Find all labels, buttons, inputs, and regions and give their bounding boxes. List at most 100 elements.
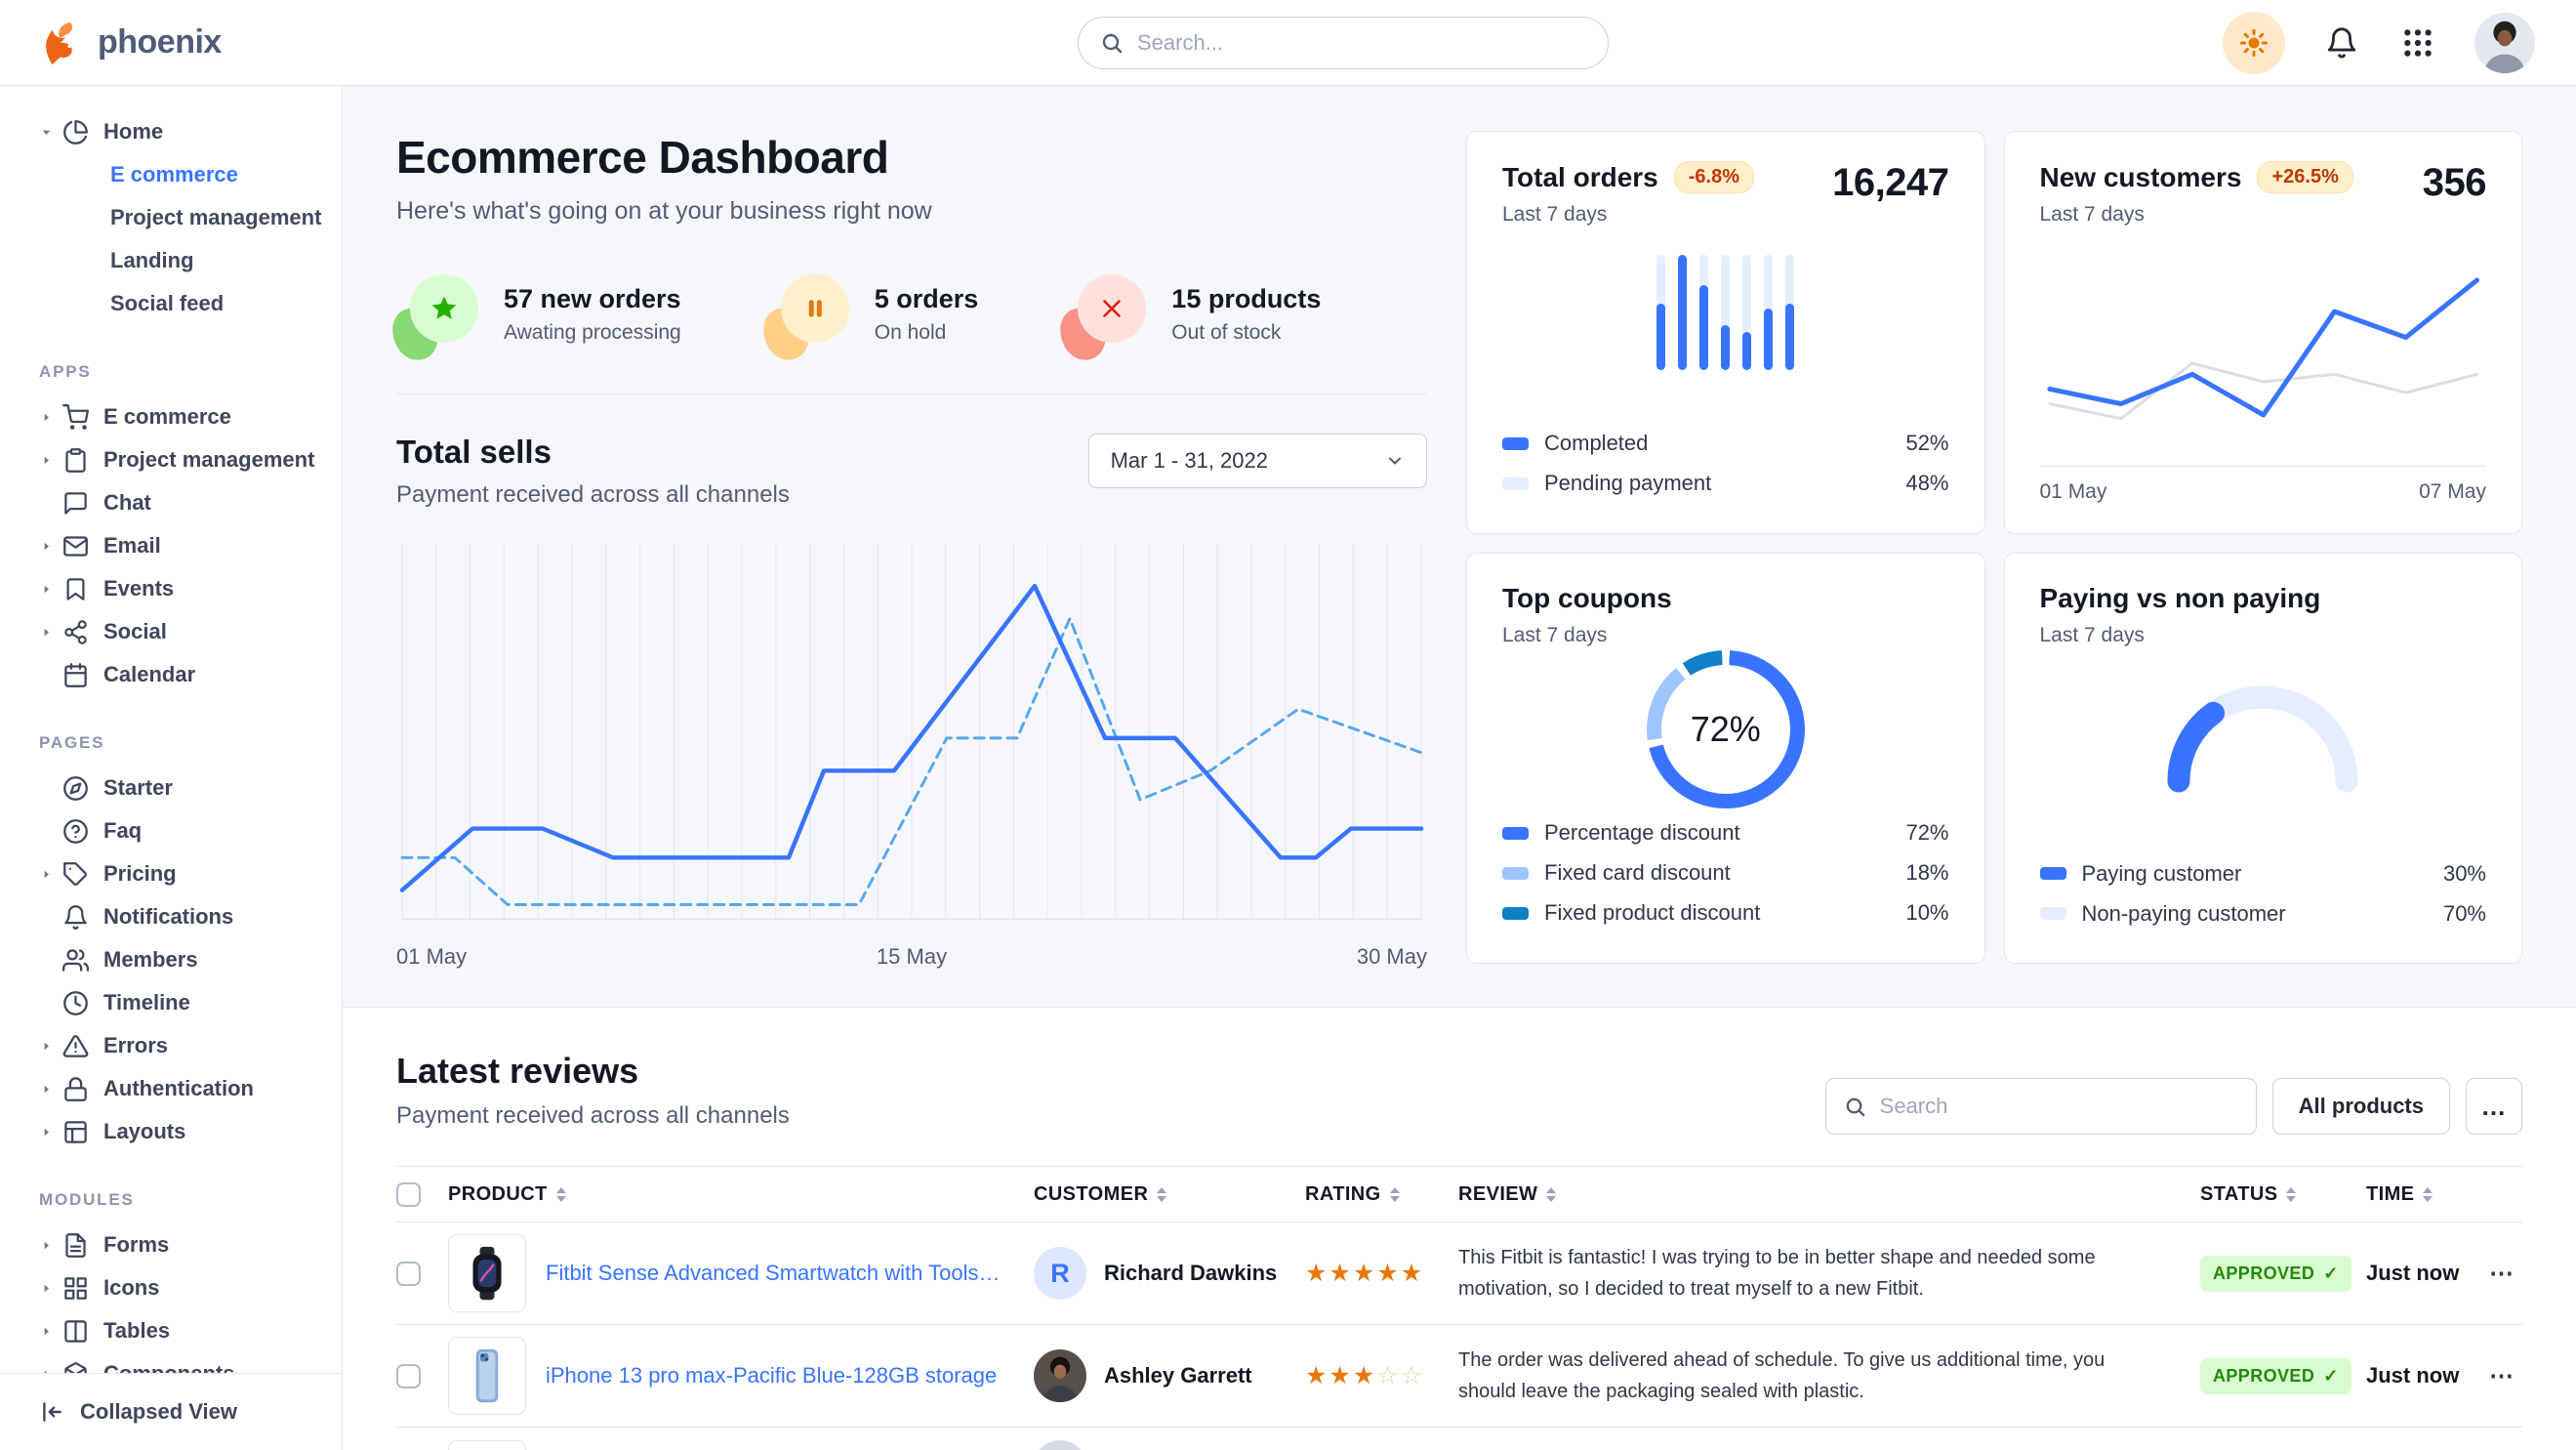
sidebar-subitem-e-commerce[interactable]: E commerce [110, 162, 238, 186]
star-filled-icon: ★ [1376, 1260, 1401, 1287]
row-checkbox[interactable] [396, 1261, 421, 1286]
date-range-select[interactable]: Mar 1 - 31, 2022 [1087, 434, 1427, 488]
sidebar-item-e-commerce[interactable]: E commerce [39, 395, 326, 438]
sidebar-item-label: Errors [103, 1033, 169, 1057]
legend-value: 10% [1905, 900, 1949, 926]
sort-icon[interactable] [1546, 1186, 1557, 1202]
sidebar-item-layouts[interactable]: Layouts [39, 1110, 326, 1153]
sidebar-subitem-project-management[interactable]: Project management [110, 205, 322, 229]
legend-row-percentage-discount: Percentage discount 72% [1502, 813, 1949, 853]
sort-icon[interactable] [1157, 1186, 1167, 1202]
column-header-status[interactable]: STATUS [2200, 1183, 2366, 1206]
x-axis-label: 01 May [2039, 480, 2107, 503]
legend-row-fixed-card-discount: Fixed card discount 18% [1502, 853, 1949, 893]
column-header-product[interactable]: PRODUCT [448, 1183, 1034, 1206]
sidebar-item-timeline[interactable]: Timeline [39, 981, 326, 1024]
sidebar-item-pricing[interactable]: Pricing [39, 852, 326, 895]
caret-right-icon [39, 1280, 62, 1296]
sidebar-item-starter[interactable]: Starter [39, 766, 326, 809]
star-filled-icon: ★ [1352, 1362, 1377, 1389]
navbar-search[interactable] [1078, 17, 1609, 69]
column-header-rating[interactable]: RATING [1305, 1183, 1458, 1206]
navbar-search-input[interactable] [1137, 30, 1586, 56]
sort-icon[interactable] [1389, 1186, 1400, 1202]
sidebar-item-tables[interactable]: Tables [39, 1309, 326, 1352]
sidebar-item-label: Members [103, 947, 198, 972]
sidebar-section-label-modules: MODULES [39, 1190, 135, 1209]
sidebar-item-social[interactable]: Social [39, 610, 326, 653]
product-link[interactable]: iPhone 13 pro max-Pacific Blue-128GB sto… [546, 1363, 998, 1388]
total-orders-card: Total orders -6.8% Last 7 days 16,247 Co… [1466, 131, 1985, 534]
row-more-button[interactable]: ⋯ [2489, 1362, 2514, 1389]
sidebar-item-home[interactable]: Home [39, 110, 326, 153]
sort-icon[interactable] [2423, 1186, 2433, 1202]
sidebar-item-forms[interactable]: Forms [39, 1223, 326, 1266]
sidebar-item-icons[interactable]: Icons [39, 1266, 326, 1309]
sidebar-item-events[interactable]: Events [39, 567, 326, 610]
row-checkbox[interactable] [396, 1363, 421, 1388]
sidebar-item-members[interactable]: Members [39, 938, 326, 981]
sidebar-item-calendar[interactable]: Calendar [39, 653, 326, 696]
notifications-button[interactable] [2322, 23, 2361, 62]
sidebar-subitem-social-feed[interactable]: Social feed [110, 291, 225, 315]
sidebar-subitem-landing[interactable]: Landing [110, 248, 194, 272]
theme-toggle-button[interactable] [2223, 11, 2285, 74]
compass-icon [62, 775, 89, 802]
bell-icon [62, 904, 89, 931]
select-all-checkbox[interactable] [396, 1181, 421, 1207]
legend-row-non-paying-customer: Non-paying customer 70% [2039, 893, 2486, 933]
sidebar-item-project-management[interactable]: Project management [39, 438, 326, 481]
sidebar-item-label: Tables [103, 1318, 171, 1343]
clock-icon [62, 990, 89, 1016]
sidebar-item-notifications[interactable]: Notifications [39, 895, 326, 938]
column-header-review[interactable]: REVIEW [1458, 1183, 2200, 1206]
total-orders-value: 16,247 [1832, 161, 1949, 204]
table-row-partial [396, 1428, 2522, 1450]
dashboard-section: Ecommerce Dashboard Here's what's going … [343, 87, 2576, 1007]
legend-swatch [2039, 867, 2066, 880]
caret-right-icon [39, 866, 62, 882]
collapse-view-button[interactable]: Collapsed View [39, 1399, 237, 1425]
sort-icon[interactable] [555, 1186, 566, 1202]
help-circle-icon [62, 818, 89, 845]
all-products-button[interactable]: All products [2271, 1078, 2450, 1135]
sidebar-item-email[interactable]: Email [39, 524, 326, 567]
order-bar [1785, 255, 1795, 371]
sidebar-item-components[interactable]: Components [39, 1352, 326, 1373]
row-more-button[interactable]: ⋯ [2489, 1260, 2514, 1287]
reviews-search-input[interactable] [1879, 1094, 2238, 1119]
total-orders-title: Total orders [1502, 161, 1658, 192]
product-link[interactable]: Fitbit Sense Advanced Smartwatch with To… [546, 1261, 1004, 1285]
star-filled-icon: ★ [1352, 1260, 1377, 1287]
sidebar-item-faq[interactable]: Faq [39, 809, 326, 852]
sort-icon[interactable] [2286, 1186, 2297, 1202]
apps-menu-button[interactable] [2398, 23, 2437, 62]
latest-reviews-section: Latest reviews Payment received across a… [343, 1007, 2576, 1450]
product-image-iphone [448, 1337, 526, 1415]
column-header-time[interactable]: TIME [2366, 1183, 2483, 1206]
stat-value: 5 orders [874, 284, 979, 313]
search-icon [1100, 31, 1124, 55]
sidebar-item-authentication[interactable]: Authentication [39, 1067, 326, 1110]
navbar-actions [2223, 11, 2535, 74]
review-text: This Fitbit is fantastic! I was trying t… [1458, 1247, 2096, 1300]
sidebar-item-chat[interactable]: Chat [39, 481, 326, 524]
new-customers-card: New customers +26.5% Last 7 days 356 01 … [2003, 131, 2522, 534]
x-icon [1055, 274, 1147, 365]
column-header-customer[interactable]: CUSTOMER [1034, 1183, 1305, 1206]
user-avatar[interactable] [2474, 12, 2535, 73]
brand-logo[interactable]: phoenix [41, 21, 222, 65]
reviews-more-button[interactable]: ... [2466, 1078, 2522, 1135]
total-orders-bar-chart [1656, 253, 1795, 371]
review-text: The order was delivered ahead of schedul… [1458, 1349, 2106, 1402]
bookmark-icon [62, 576, 89, 602]
legend-swatch [1502, 436, 1529, 450]
sidebar-item-label: Faq [103, 818, 143, 843]
table-row: iPhone 13 pro max-Pacific Blue-128GB sto… [396, 1325, 2522, 1428]
sidebar-item-errors[interactable]: Errors [39, 1024, 326, 1067]
star-filled-icon: ★ [1329, 1260, 1353, 1287]
legend-row-completed: Completed 52% [1502, 424, 1949, 464]
reviews-table-header: PRODUCT CUSTOMER RATING REVIEW STATUS TIME [396, 1166, 2522, 1222]
page-subtitle: Here's what's going on at your business … [396, 197, 932, 225]
reviews-search[interactable] [1824, 1078, 2257, 1135]
